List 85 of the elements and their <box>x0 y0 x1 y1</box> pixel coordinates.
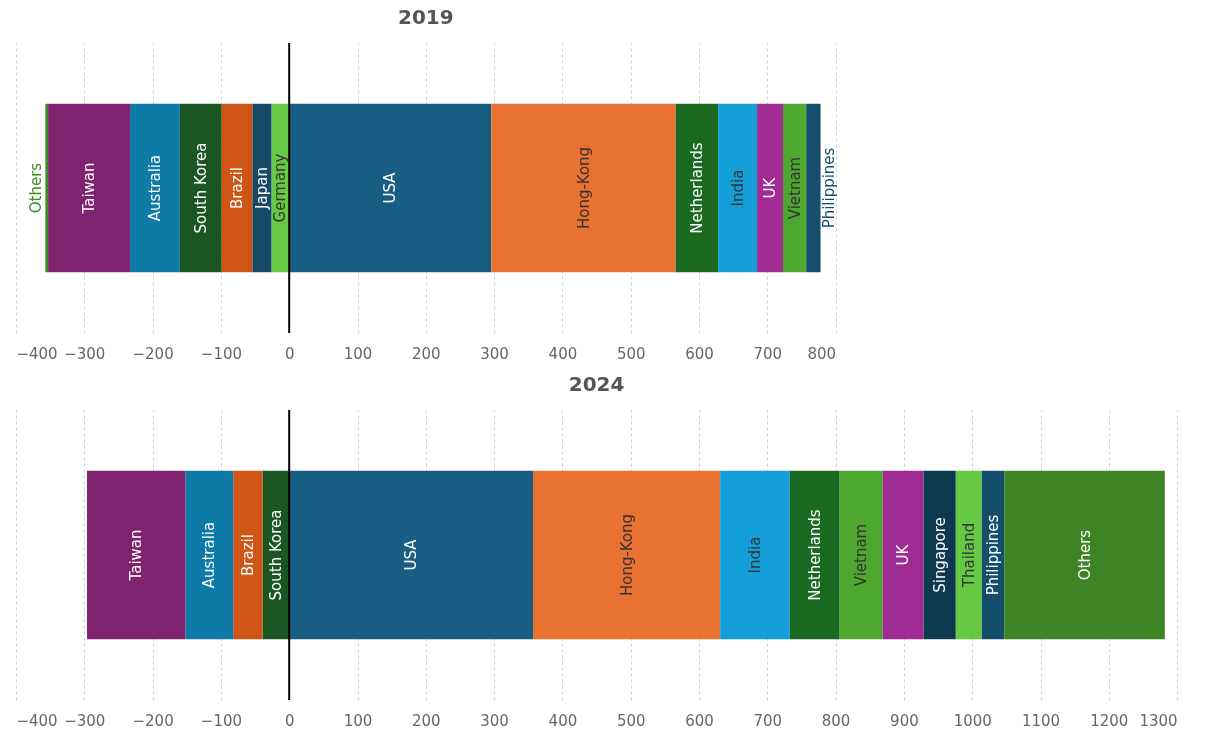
x-tick-label: 100 <box>343 712 373 731</box>
series-label: Philippines <box>984 514 1003 596</box>
x-tick-label: 0 <box>284 345 295 364</box>
bar <box>718 103 758 273</box>
x-tick-label: 300 <box>480 712 509 731</box>
series-label: Brazil <box>238 534 257 576</box>
bar <box>757 103 783 273</box>
bar <box>789 470 840 640</box>
x-tick-label: 500 <box>616 712 646 731</box>
bar <box>221 103 253 273</box>
series-label: Netherlands <box>687 142 706 234</box>
series-label: UK <box>894 543 913 566</box>
series-label: USA <box>402 538 421 571</box>
bar <box>882 470 924 640</box>
bar <box>533 470 721 640</box>
series-label: Japan <box>252 167 271 210</box>
x-tick-label: 1000 <box>953 712 992 731</box>
series-label: Australia <box>200 521 219 589</box>
bar <box>955 470 982 640</box>
x-tick-label: 900 <box>890 712 919 731</box>
series-label: South Korea <box>266 509 285 601</box>
bar <box>491 103 676 273</box>
bar <box>289 470 534 640</box>
x-tick-label: −300 <box>64 712 106 731</box>
bar <box>289 103 492 273</box>
bar <box>675 103 719 273</box>
x-tick-label: 1100 <box>1021 712 1061 731</box>
x-tick-label: 500 <box>616 345 646 364</box>
bar <box>45 103 49 273</box>
x-tick-label: 600 <box>685 712 714 731</box>
x-tick-label: −200 <box>132 712 174 731</box>
x-tick-label: 300 <box>480 345 509 364</box>
series-label: Thailand <box>959 522 978 589</box>
x-tick-label: −100 <box>200 712 242 731</box>
bar <box>130 103 180 273</box>
x-tick-label: −400 <box>16 345 58 364</box>
bar <box>806 103 821 273</box>
series-label: India <box>728 169 747 207</box>
x-tick-label: 200 <box>411 712 441 731</box>
bar <box>1004 470 1165 640</box>
series-label: USA <box>381 171 400 204</box>
series-label: India <box>746 536 764 574</box>
chart-title: 2024 <box>568 372 625 396</box>
series-label: Australia <box>145 154 164 222</box>
x-tick-label: 1300 <box>1139 712 1178 731</box>
x-tick-label: −300 <box>64 345 106 364</box>
series-label: Singapore <box>930 517 949 593</box>
x-tick-label: 200 <box>411 345 441 364</box>
x-tick-label: −200 <box>132 345 174 364</box>
series-label: Hong-Kong <box>617 513 636 597</box>
series-label: Netherlands <box>805 509 824 601</box>
bar <box>252 103 272 273</box>
series-label: Taiwan <box>127 529 146 582</box>
series-label: Brazil <box>227 167 246 209</box>
x-tick-label: 700 <box>753 712 783 731</box>
x-tick-label: 600 <box>685 345 714 364</box>
series-label: Vietnam <box>785 156 804 220</box>
x-tick-label: −100 <box>200 345 242 364</box>
x-tick-label: 800 <box>807 345 837 364</box>
x-tick-label: 100 <box>343 345 373 364</box>
chart-title: 2019 <box>397 5 454 29</box>
bar <box>179 103 222 273</box>
series-label: Germany <box>271 153 290 223</box>
bar <box>720 470 790 640</box>
bar <box>185 470 234 640</box>
bar <box>233 470 263 640</box>
series-label: South Korea <box>191 142 210 234</box>
x-tick-label: 0 <box>284 712 295 731</box>
bar <box>48 103 131 273</box>
series-label: UK <box>761 176 780 199</box>
text: Others <box>27 162 46 214</box>
series-label: Others <box>1075 529 1094 581</box>
series-label: Hong-Kong <box>574 146 593 230</box>
bar <box>839 470 883 640</box>
x-tick-label: −400 <box>16 712 58 731</box>
series-label: Vietnam <box>852 523 871 587</box>
x-tick-label: 400 <box>548 712 578 731</box>
x-tick-label: 1200 <box>1090 712 1129 731</box>
bar <box>923 470 956 640</box>
series-label: Taiwan <box>80 162 99 215</box>
text: Philippines <box>819 147 838 229</box>
x-tick-label: 400 <box>548 345 578 364</box>
x-tick-label: 800 <box>821 712 851 731</box>
bar <box>87 470 186 640</box>
x-tick-label: 700 <box>753 345 783 364</box>
